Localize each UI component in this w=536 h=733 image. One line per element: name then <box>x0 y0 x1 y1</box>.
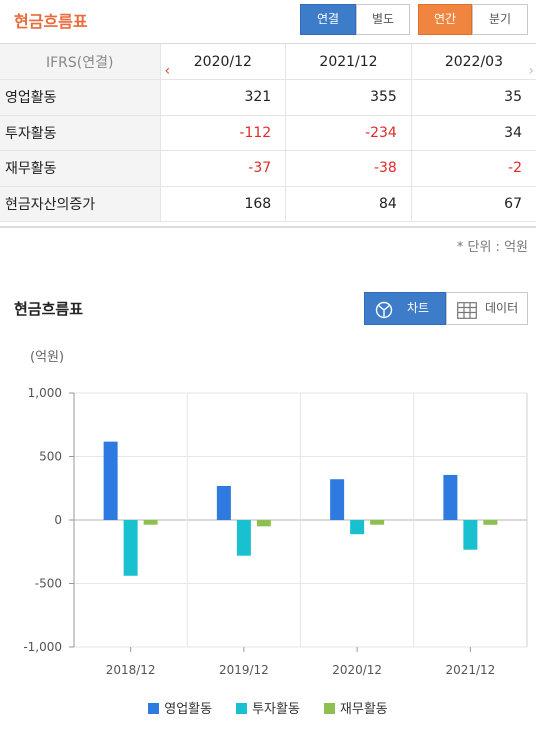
pie-chart-icon <box>375 300 393 331</box>
cashflow-table: IFRS(연결) ‹ 2020/12 2021/12 2022/03 › 영업활동 … <box>0 44 536 222</box>
bar <box>236 520 251 556</box>
table-cell: 321 <box>160 79 287 116</box>
accounting-standard-label: IFRS(연결) <box>0 44 161 80</box>
bar <box>483 520 498 525</box>
table-row: 영업활동 321 355 35 <box>0 79 536 116</box>
legend-item: 영업활동 <box>148 698 212 717</box>
y-tick-label: 0 <box>54 513 62 527</box>
y-tick-label: 1,000 <box>28 386 62 400</box>
header-bar: 현금흐름표 연결 별도 연간 분기 <box>0 0 536 44</box>
table-divider <box>0 226 536 228</box>
data-view-button[interactable]: 데이터 <box>446 292 528 325</box>
bar <box>143 520 158 525</box>
bar <box>103 441 118 520</box>
legend-label: 재무활동 <box>339 702 388 717</box>
separate-button[interactable]: 별도 <box>356 4 410 35</box>
bar <box>216 485 231 520</box>
x-tick-label: 2021/12 <box>445 663 495 677</box>
legend-swatch <box>236 703 248 714</box>
chart-section-title: 현금흐름표 <box>14 300 84 318</box>
legend-item: 투자활동 <box>236 698 300 717</box>
table-cell: -2 <box>411 150 536 187</box>
data-view-label: 데이터 <box>485 301 519 315</box>
table-header-row: IFRS(연결) ‹ 2020/12 2021/12 2022/03 › <box>0 44 536 80</box>
table-cell: -37 <box>160 150 287 187</box>
table-cell: -234 <box>285 115 412 151</box>
chart-view-label: 차트 <box>407 301 430 315</box>
quarterly-button[interactable]: 분기 <box>472 4 528 35</box>
row-label: 영업활동 <box>0 79 161 116</box>
table-cell: 67 <box>411 186 536 222</box>
legend-label: 영업활동 <box>164 702 213 717</box>
consolidated-button[interactable]: 연결 <box>300 4 356 35</box>
unit-note: * 단위 : 억원 <box>456 240 528 255</box>
page-title: 현금흐름표 <box>14 12 88 31</box>
y-tick-label: -500 <box>35 577 62 591</box>
table-cell: 84 <box>285 186 412 222</box>
bar <box>330 479 345 520</box>
bar <box>123 520 138 576</box>
column-header-label: 2022/03 <box>444 53 503 70</box>
bar <box>350 520 365 535</box>
table-cell: -112 <box>160 115 287 151</box>
chart-legend: 영업활동 투자활동 재무활동 <box>0 698 536 717</box>
legend-swatch <box>323 703 335 714</box>
row-label: 재무활동 <box>0 150 161 187</box>
y-tick-label: 500 <box>39 450 62 464</box>
column-header-label: 2020/12 <box>193 53 252 70</box>
column-header-label: 2021/12 <box>319 53 378 70</box>
x-tick-label: 2018/12 <box>106 663 156 677</box>
table-cell: 168 <box>160 186 287 222</box>
table-row: 투자활동 -112 -234 34 <box>0 115 536 151</box>
next-period-arrow-icon[interactable]: › <box>528 62 534 79</box>
bar <box>370 520 385 525</box>
table-cell: 34 <box>411 115 536 151</box>
column-header: 2021/12 <box>285 44 412 80</box>
bar <box>463 520 478 550</box>
cashflow-bar-chart: 1,000 500 0 -500 -1,000 2018/12 2019/12 2020/12… <box>23 386 528 677</box>
row-label: 현금자산의증가 <box>0 186 161 222</box>
column-header: 2022/03 › <box>411 44 536 80</box>
table-row: 현금자산의증가 168 84 67 <box>0 186 536 222</box>
chart-view-button[interactable]: 차트 <box>364 292 446 325</box>
prev-period-arrow-icon[interactable]: ‹ <box>164 62 171 79</box>
annual-button[interactable]: 연간 <box>418 4 472 35</box>
bar <box>256 520 271 527</box>
chart-unit-label: (억원) <box>30 350 65 365</box>
legend-label: 투자활동 <box>252 702 300 717</box>
legend-item: 재무활동 <box>323 698 388 717</box>
table-cell: 35 <box>411 79 536 116</box>
row-label: 투자활동 <box>0 115 161 151</box>
table-cell: 355 <box>285 79 412 116</box>
table-grid-icon <box>457 300 477 331</box>
table-cell: -38 <box>285 150 412 187</box>
y-tick-label: -1,000 <box>23 640 62 654</box>
x-tick-label: 2019/12 <box>219 663 269 677</box>
legend-swatch <box>148 703 160 714</box>
x-tick-label: 2020/12 <box>332 663 382 677</box>
table-row: 재무활동 -37 -38 -2 <box>0 150 536 187</box>
bar <box>443 474 458 520</box>
column-header: ‹ 2020/12 <box>160 44 287 80</box>
